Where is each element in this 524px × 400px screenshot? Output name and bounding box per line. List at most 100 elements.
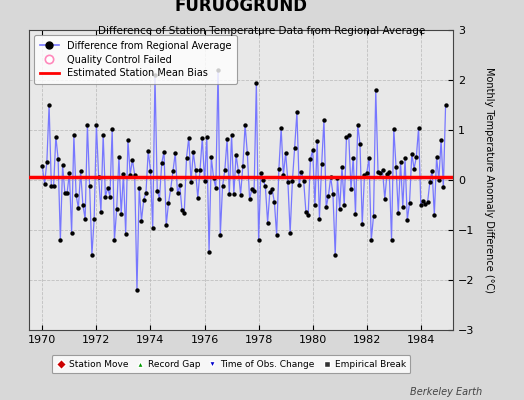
Point: [52, 133, 60, 140]
Point: [268, 186, 276, 193]
Point: [162, 222, 170, 228]
Point: [214, 67, 222, 73]
Point: [423, 199, 432, 206]
Point: [146, 167, 155, 174]
Point: [42, 159, 51, 165]
Point: [266, 188, 274, 195]
Legend: Difference from Regional Average, Quality Control Failed, Estimated Station Mean: Difference from Regional Average, Qualit…: [34, 35, 237, 84]
Point: [99, 132, 107, 138]
Point: [72, 192, 80, 199]
Point: [205, 249, 213, 255]
Point: [347, 186, 355, 192]
Point: [318, 161, 326, 167]
Point: [283, 179, 292, 185]
Point: [306, 156, 314, 162]
Y-axis label: Monthly Temperature Anomaly Difference (°C): Monthly Temperature Anomaly Difference (…: [484, 67, 494, 293]
Point: [387, 237, 396, 243]
Point: [363, 170, 371, 176]
Point: [165, 200, 173, 206]
Point: [47, 183, 56, 190]
Point: [238, 163, 247, 169]
Point: [277, 125, 286, 131]
Point: [408, 150, 416, 157]
Point: [196, 167, 204, 173]
Point: [45, 102, 53, 108]
Point: [139, 196, 148, 203]
Point: [281, 149, 290, 156]
Point: [261, 183, 269, 190]
Point: [392, 164, 400, 170]
Point: [243, 150, 252, 156]
Point: [425, 179, 434, 185]
Point: [225, 191, 234, 198]
Point: [200, 178, 209, 184]
Point: [101, 193, 110, 200]
Point: [345, 132, 353, 138]
Point: [148, 225, 157, 232]
Point: [358, 221, 366, 228]
Point: [365, 155, 373, 162]
Point: [210, 174, 218, 181]
Point: [63, 190, 71, 196]
Point: [167, 185, 175, 192]
Point: [171, 150, 179, 156]
Point: [252, 79, 260, 86]
Point: [309, 147, 317, 153]
Point: [113, 206, 121, 212]
Point: [286, 230, 294, 236]
Point: [223, 136, 231, 142]
Point: [250, 188, 258, 194]
Point: [173, 190, 182, 196]
Point: [272, 232, 281, 238]
Point: [236, 191, 245, 198]
Point: [68, 230, 76, 236]
Point: [295, 182, 303, 188]
Point: [117, 210, 125, 217]
Point: [219, 183, 227, 189]
Point: [137, 218, 146, 224]
Point: [311, 202, 319, 208]
Text: Berkeley Earth: Berkeley Earth: [410, 387, 482, 397]
Point: [270, 199, 279, 205]
Legend: Station Move, Record Gap, Time of Obs. Change, Empirical Break: Station Move, Record Gap, Time of Obs. C…: [52, 356, 410, 374]
Point: [430, 212, 439, 218]
Point: [115, 154, 123, 160]
Point: [351, 211, 359, 217]
Point: [275, 166, 283, 172]
Point: [79, 202, 87, 208]
Point: [399, 204, 407, 210]
Point: [92, 122, 101, 128]
Point: [434, 176, 443, 183]
Point: [108, 126, 116, 132]
Point: [130, 172, 139, 178]
Point: [203, 134, 211, 140]
Point: [184, 134, 193, 141]
Point: [354, 122, 362, 128]
Point: [160, 148, 168, 155]
Point: [54, 156, 62, 162]
Point: [380, 196, 389, 202]
Point: [376, 170, 385, 176]
Point: [155, 196, 163, 202]
Point: [369, 213, 378, 220]
Point: [58, 162, 67, 168]
Point: [297, 168, 305, 175]
Point: [441, 102, 450, 108]
Title: FURUOGRUND: FURUOGRUND: [174, 0, 308, 14]
Point: [227, 132, 236, 138]
Point: [410, 166, 418, 172]
Point: [385, 169, 394, 175]
Point: [361, 172, 369, 178]
Point: [119, 171, 128, 178]
Point: [97, 208, 105, 215]
Point: [81, 216, 89, 222]
Point: [77, 168, 85, 174]
Point: [439, 184, 447, 190]
Point: [264, 219, 272, 226]
Point: [232, 152, 241, 158]
Point: [61, 190, 69, 196]
Point: [56, 237, 64, 243]
Point: [182, 154, 191, 161]
Point: [212, 185, 220, 192]
Point: [406, 199, 414, 206]
